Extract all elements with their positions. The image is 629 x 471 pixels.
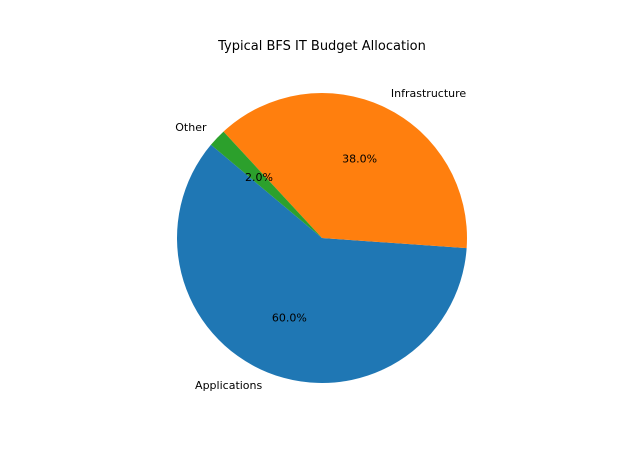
pie-slice-infrastructure bbox=[223, 93, 467, 249]
pie-percent-applications: 60.0% bbox=[272, 312, 307, 325]
pie-labels: Applications 60.0% Infrastructure 38.0% Othe… bbox=[175, 87, 466, 392]
pie-percent-infrastructure: 38.0% bbox=[342, 153, 377, 166]
pie-label-infrastructure: Infrastructure bbox=[391, 87, 467, 100]
chart-title: Typical BFS IT Budget Allocation bbox=[217, 39, 426, 54]
pie-slices bbox=[176, 93, 467, 384]
pie-label-other: Other bbox=[175, 121, 207, 134]
pie-slice-other bbox=[210, 131, 322, 238]
pie-slice-applications bbox=[176, 144, 467, 384]
pie-label-applications: Applications bbox=[195, 379, 262, 392]
pie-percent-other: 2.0% bbox=[245, 171, 273, 184]
